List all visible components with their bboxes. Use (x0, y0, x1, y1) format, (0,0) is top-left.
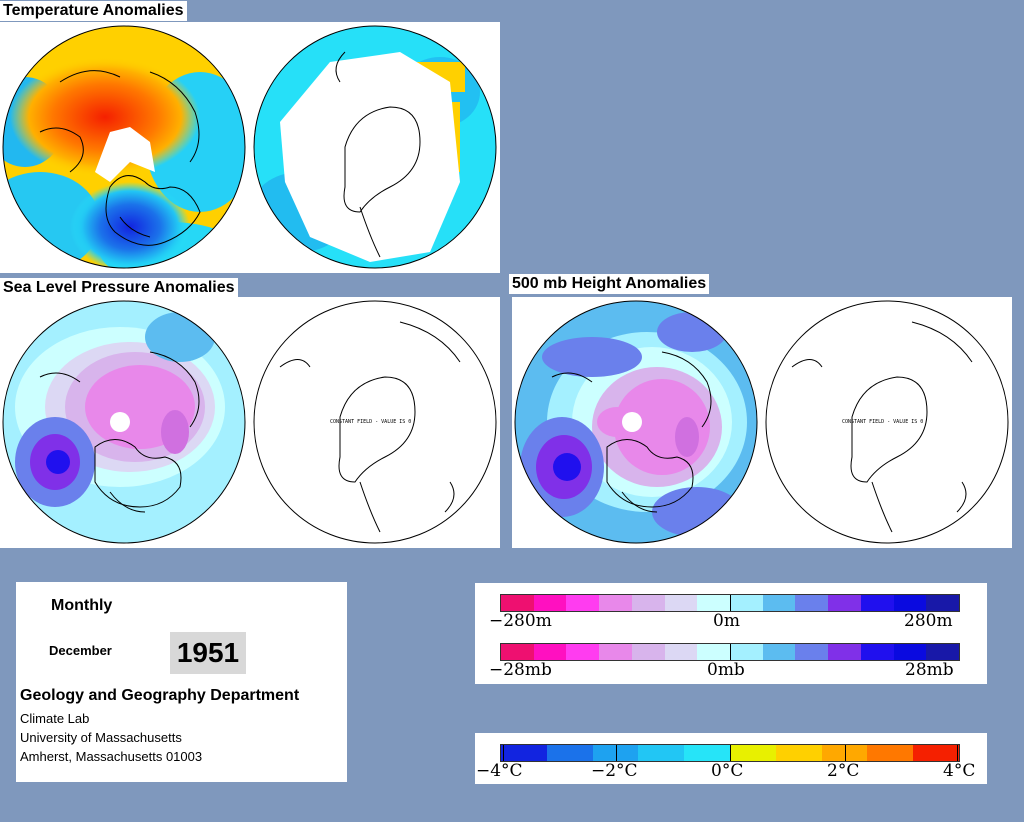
lab-label: Climate Lab (20, 711, 90, 726)
colorbar-cell (775, 745, 823, 761)
temp-label-4: 4°C (943, 761, 976, 781)
height-globe-south (765, 300, 1009, 544)
slp-panel: CONSTANT FIELD - VALUE IS 0 (0, 297, 500, 548)
colorbar-cell (546, 745, 594, 761)
year-label: 1951 (170, 632, 246, 674)
colorbar-cell (664, 595, 699, 611)
department-label: Geology and Geography Department (20, 687, 300, 704)
colorbar-cell (566, 595, 601, 611)
slp-globe-north (2, 300, 246, 544)
university-label: University of Massachusetts (20, 730, 182, 745)
temperature-globe-north (2, 25, 246, 269)
colorbar-cell (867, 745, 915, 761)
colorbar-cell (631, 595, 666, 611)
colorbar-cell (501, 745, 548, 761)
slp-panel-title: Sea Level Pressure Anomalies (0, 278, 238, 298)
pressure-max-label: 28mb (905, 660, 954, 680)
colorbar-cell (893, 644, 928, 660)
colorbar-cell (730, 745, 777, 761)
colorbar-cell (926, 644, 959, 660)
pressure-min-label: −28mb (489, 660, 552, 680)
temperature-colorbar (500, 744, 960, 762)
colorbar-cell (501, 644, 535, 660)
colorbar-cell (828, 644, 862, 660)
colorbar-cell (926, 595, 959, 611)
colorbar-cell (684, 745, 731, 761)
colorbar-cell (599, 644, 633, 660)
pressure-colorbar (500, 643, 960, 661)
colorbar-tick (730, 745, 731, 761)
colorbar-cell (533, 595, 568, 611)
colorbar-cell (762, 644, 797, 660)
height-panel-title: 500 mb Height Anomalies (509, 274, 710, 294)
height-max-label: 280m (904, 611, 953, 631)
pressure-mid-label: 0mb (707, 660, 745, 680)
temp-label-minus2: −2°C (591, 761, 638, 781)
colorbar-cell (730, 595, 764, 611)
temperature-panel (0, 22, 500, 273)
temp-label-2: 2°C (827, 761, 860, 781)
month-label: December (49, 643, 112, 658)
colorbar-cell (697, 644, 731, 660)
colorbar-cell (501, 595, 535, 611)
colorbar-cell (893, 595, 928, 611)
height-globe-north (514, 300, 758, 544)
slp-constant-note: CONSTANT FIELD - VALUE IS 0 (330, 419, 412, 425)
colorbar-tick (844, 745, 846, 761)
colorbar-cell (860, 595, 895, 611)
temp-label-minus4: −4°C (476, 761, 523, 781)
temperature-globe-south (253, 25, 497, 269)
info-box: Monthly December 1951 Geology and Geogra… (16, 582, 347, 782)
temperature-panel-title: Temperature Anomalies (0, 1, 187, 21)
temperature-legend: −4°C −2°C 0°C 2°C 4°C (475, 733, 987, 784)
colorbar-tick (730, 644, 731, 660)
colorbar-cell (828, 595, 862, 611)
colorbar-tick (503, 745, 505, 761)
height-colorbar (500, 594, 960, 612)
height-panel: CONSTANT FIELD - VALUE IS 0 (512, 297, 1012, 548)
colorbar-cell (638, 745, 686, 761)
height-pressure-legend: −280m 0m 280m −28mb 0mb 28mb (475, 583, 987, 684)
address-label: Amherst, Massachusetts 01003 (20, 749, 203, 764)
colorbar-cell (599, 595, 633, 611)
height-constant-note: CONSTANT FIELD - VALUE IS 0 (842, 419, 924, 425)
height-min-label: −280m (489, 611, 552, 631)
period-label: Monthly (51, 597, 113, 614)
colorbar-cell (631, 644, 666, 660)
colorbar-cell (730, 644, 764, 660)
colorbar-cell (762, 595, 797, 611)
colorbar-tick (615, 745, 617, 761)
colorbar-cell (795, 644, 830, 660)
colorbar-cell (566, 644, 601, 660)
colorbar-cell (795, 595, 830, 611)
height-mid-label: 0m (713, 611, 740, 631)
slp-globe-south (253, 300, 497, 544)
temp-label-0: 0°C (711, 761, 744, 781)
colorbar-cell (697, 595, 731, 611)
colorbar-cell (913, 745, 959, 761)
colorbar-cell (533, 644, 568, 660)
colorbar-tick (730, 595, 731, 611)
colorbar-cell (860, 644, 895, 660)
colorbar-cell (664, 644, 699, 660)
colorbar-tick (956, 745, 958, 761)
